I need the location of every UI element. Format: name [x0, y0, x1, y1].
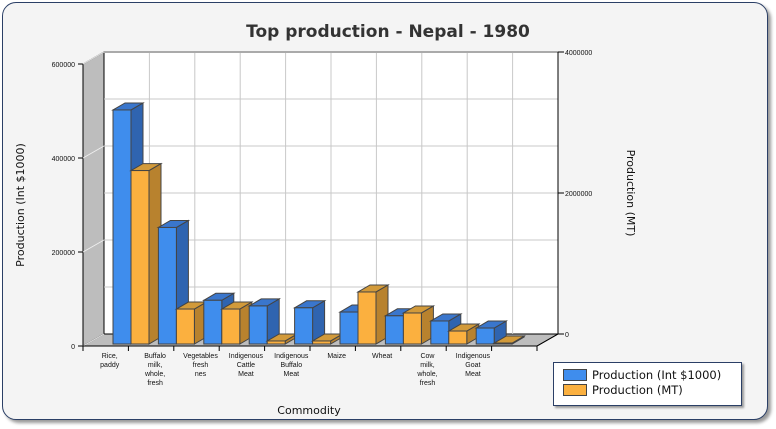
- x-tick-label: Meat: [238, 371, 254, 378]
- bar: [384, 315, 404, 345]
- y-axis-title: Production (Int $1000): [14, 143, 27, 267]
- x-tick-label: Maize: [327, 353, 346, 360]
- bar: [493, 342, 513, 345]
- bar: [430, 320, 450, 345]
- y2-tick-label: 4000000: [565, 50, 592, 57]
- bar: [203, 299, 223, 345]
- chart-title: Top production - Nepal - 1980: [246, 22, 530, 42]
- plot-side-wall: [82, 51, 105, 347]
- bar: [175, 308, 195, 345]
- x-tick-label: Buffalo: [280, 362, 302, 369]
- x-axis-depth: [536, 333, 559, 347]
- bar: [248, 305, 268, 345]
- y-tick-side: [82, 239, 105, 253]
- bar: [357, 291, 377, 345]
- y2-axis-title: Production (MT): [624, 150, 637, 237]
- x-tick-label: paddy: [100, 362, 120, 369]
- legend-item-int: Production (Int $1000): [563, 368, 721, 382]
- y-tick-side: [82, 145, 105, 159]
- x-tick-label: fresh: [420, 380, 436, 387]
- x-tick-label: fresh: [193, 362, 209, 369]
- bar: [130, 170, 150, 345]
- bar: [266, 340, 286, 345]
- bar: [157, 226, 177, 345]
- y-tick-side: [82, 333, 105, 347]
- bar: [312, 340, 332, 345]
- x-tick-label: milk,: [420, 362, 434, 369]
- y2-tick-label: 2000000: [565, 191, 592, 198]
- x-tick-label: Wheat: [372, 353, 392, 360]
- bar: [112, 109, 132, 345]
- legend-swatch: [563, 369, 587, 381]
- x-tick-label: Indigenous: [456, 353, 491, 360]
- x-tick-label: Buffalo: [144, 353, 166, 360]
- y-tick-label: 0: [71, 344, 75, 351]
- x-tick-label: Rice,: [102, 353, 118, 360]
- x-tick-label: milk,: [148, 362, 162, 369]
- bar: [221, 308, 241, 345]
- bar: [339, 311, 359, 345]
- x-tick-label: Meat: [284, 371, 300, 378]
- y-tick-label: 200000: [52, 250, 75, 257]
- y-tick-side: [82, 51, 105, 65]
- bar: [402, 312, 422, 345]
- legend-label: Production (Int $1000): [592, 368, 722, 382]
- y-tick-label: 600000: [52, 62, 75, 69]
- x-axis-title: Commodity: [277, 404, 341, 417]
- x-tick-label: Cattle: [237, 362, 255, 369]
- x-tick-label: Indigenous: [229, 353, 264, 360]
- x-tick-label: whole,: [416, 371, 437, 378]
- legend-swatch: [563, 384, 587, 396]
- y2-tick-label: 0: [565, 332, 569, 339]
- x-tick-label: Cow: [420, 353, 435, 360]
- legend-item-mt: Production (MT): [563, 383, 683, 397]
- x-tick-label: whole,: [144, 371, 165, 378]
- bar: [294, 307, 314, 345]
- legend-label: Production (MT): [592, 383, 683, 397]
- x-tick-label: Goat: [465, 362, 480, 369]
- x-tick-label: Vegetables: [183, 353, 218, 360]
- x-tick-label: Meat: [465, 371, 481, 378]
- x-tick-label: nes: [195, 371, 207, 378]
- legend: Production (Int $1000) Production (MT): [553, 362, 742, 406]
- x-tick-label: fresh: [147, 380, 163, 387]
- y-tick-label: 400000: [52, 156, 75, 163]
- x-tick-label: Indigenous: [274, 353, 309, 360]
- bar: [448, 330, 468, 345]
- bar: [475, 327, 495, 345]
